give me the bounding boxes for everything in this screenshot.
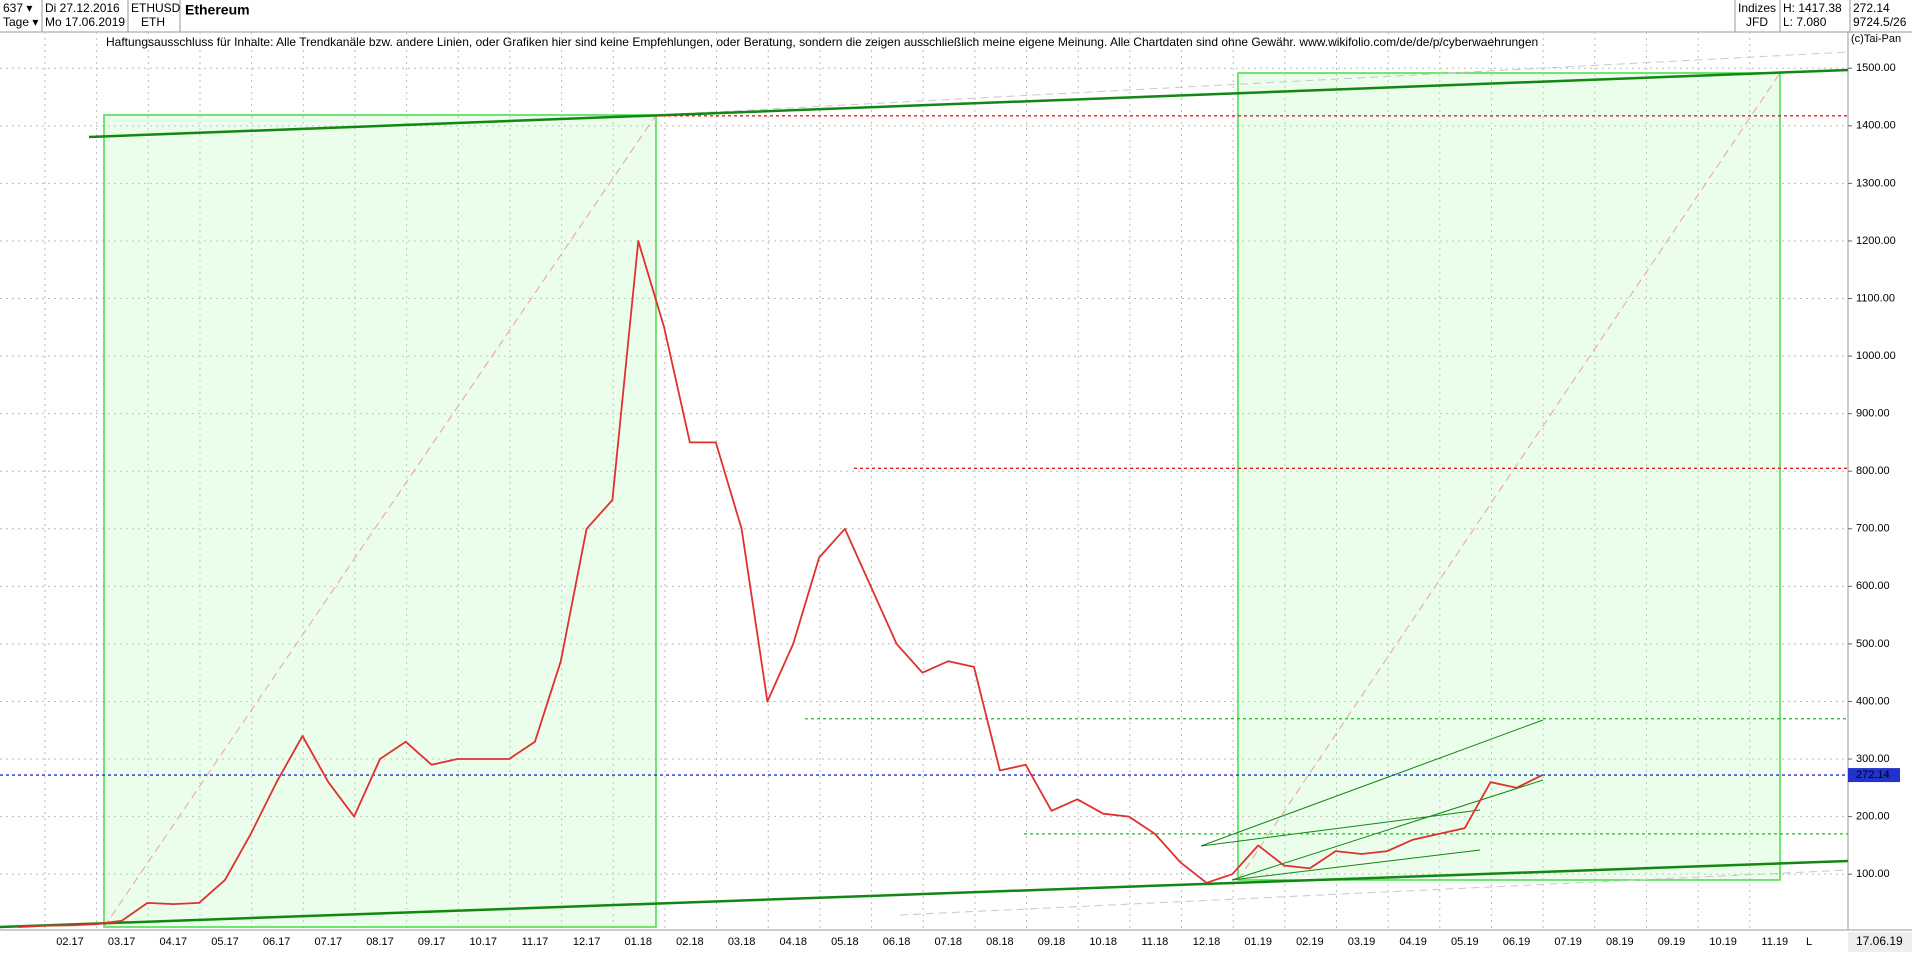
x-tick-label: 10.19	[1709, 936, 1737, 948]
count-select[interactable]: 637 ▾	[3, 1, 32, 15]
x-tick-label: 09.18	[1038, 936, 1066, 948]
x-tick-label: 11.18	[1142, 936, 1169, 948]
cursor-date: 17.06.19	[1856, 934, 1903, 948]
x-tick-label: 03.19	[1348, 936, 1376, 948]
y-tick-label: 1300.00	[1856, 177, 1896, 189]
copyright: (c)Tai-Pan	[1851, 33, 1901, 45]
y-tick-label: 800.00	[1856, 465, 1890, 477]
x-tick-label: 01.19	[1244, 936, 1272, 948]
cursor-date-box	[1848, 932, 1912, 952]
scale-mode[interactable]: L	[1806, 936, 1812, 948]
y-tick-label: 400.00	[1856, 695, 1890, 707]
annotation-line	[899, 869, 1849, 916]
high: H: 1417.38	[1783, 1, 1842, 15]
x-tick-label: 04.18	[779, 936, 807, 948]
end-date: Mo 17.06.2019	[45, 15, 125, 29]
x-tick-label: 11.19	[1761, 936, 1788, 948]
x-tick-label: 10.18	[1089, 936, 1117, 948]
price-label-box	[1848, 768, 1900, 783]
x-tick-label: 02.19	[1296, 936, 1324, 948]
period-select[interactable]: Tage ▾	[3, 15, 38, 29]
symbol: ETHUSD	[131, 1, 181, 15]
x-tick-label: 06.19	[1503, 936, 1531, 948]
x-tick-label: 02.17	[56, 936, 84, 948]
x-tick-label: 08.17	[366, 936, 394, 948]
x-tick-label: 07.17	[315, 936, 343, 948]
x-tick-label: 10.17	[470, 936, 498, 948]
x-tick-label: 05.18	[831, 936, 859, 948]
y-tick-label: 1200.00	[1856, 235, 1896, 247]
symbol-short: ETH	[141, 15, 165, 29]
x-tick-label: 12.17	[573, 936, 601, 948]
x-tick-label: 03.17	[108, 936, 136, 948]
x-tick-label: 04.17	[160, 936, 188, 948]
start-date: Di 27.12.2016	[45, 1, 120, 15]
trendline	[0, 859, 1849, 929]
extra-info: 9724.5/26	[1853, 15, 1907, 29]
x-tick-label: 08.19	[1606, 936, 1634, 948]
channel-line	[1231, 779, 1544, 881]
x-tick-label: 05.17	[211, 936, 239, 948]
low: L: 7.080	[1783, 15, 1827, 29]
y-tick-label: 1500.00	[1856, 62, 1896, 74]
x-tick-label: 02.18	[676, 936, 704, 948]
y-tick-label: 100.00	[1856, 868, 1890, 880]
x-tick-label: 01.18	[624, 936, 652, 948]
annotation-line	[655, 51, 1849, 116]
trendline	[88, 68, 1849, 139]
annotation-diagonal	[1237, 72, 1781, 881]
channel-line	[1231, 849, 1481, 881]
annotation-diagonal	[103, 114, 657, 928]
y-tick-label: 900.00	[1856, 408, 1890, 420]
x-tick-label: 06.18	[883, 936, 911, 948]
price-line	[18, 240, 1543, 928]
x-tick-label: 05.19	[1451, 936, 1479, 948]
y-tick-label: 500.00	[1856, 638, 1890, 650]
y-tick-label: 600.00	[1856, 580, 1890, 592]
y-tick-label: 1000.00	[1856, 350, 1896, 362]
y-tick-label: 300.00	[1856, 753, 1890, 765]
x-tick-label: 06.17	[263, 936, 291, 948]
disclaimer: Haftungsausschluss für Inhalte: Alle Tre…	[106, 35, 1538, 49]
x-tick-label: 08.18	[986, 936, 1014, 948]
broker: JFD	[1746, 15, 1768, 29]
price-label: 272.14	[1856, 769, 1890, 781]
y-tick-label: 1100.00	[1856, 292, 1895, 304]
channel-line	[1200, 809, 1481, 847]
market: Indizes	[1738, 1, 1776, 15]
y-tick-label: 200.00	[1856, 811, 1890, 823]
plot-area	[0, 32, 1848, 930]
channel-line	[1200, 719, 1544, 847]
x-tick-label: 12.18	[1193, 936, 1221, 948]
instrument-name: Ethereum	[185, 2, 250, 18]
x-tick-label: 07.18	[934, 936, 962, 948]
x-tick-label: 04.19	[1399, 936, 1427, 948]
x-tick-label: 09.19	[1658, 936, 1686, 948]
y-tick-label: 1400.00	[1856, 120, 1896, 132]
y-tick-label: 700.00	[1856, 523, 1890, 535]
x-tick-label: 03.18	[728, 936, 756, 948]
last-price: 272.14	[1853, 1, 1890, 15]
x-tick-label: 11.17	[522, 936, 549, 948]
x-tick-label: 09.17	[418, 936, 446, 948]
x-tick-label: 07.19	[1554, 936, 1582, 948]
